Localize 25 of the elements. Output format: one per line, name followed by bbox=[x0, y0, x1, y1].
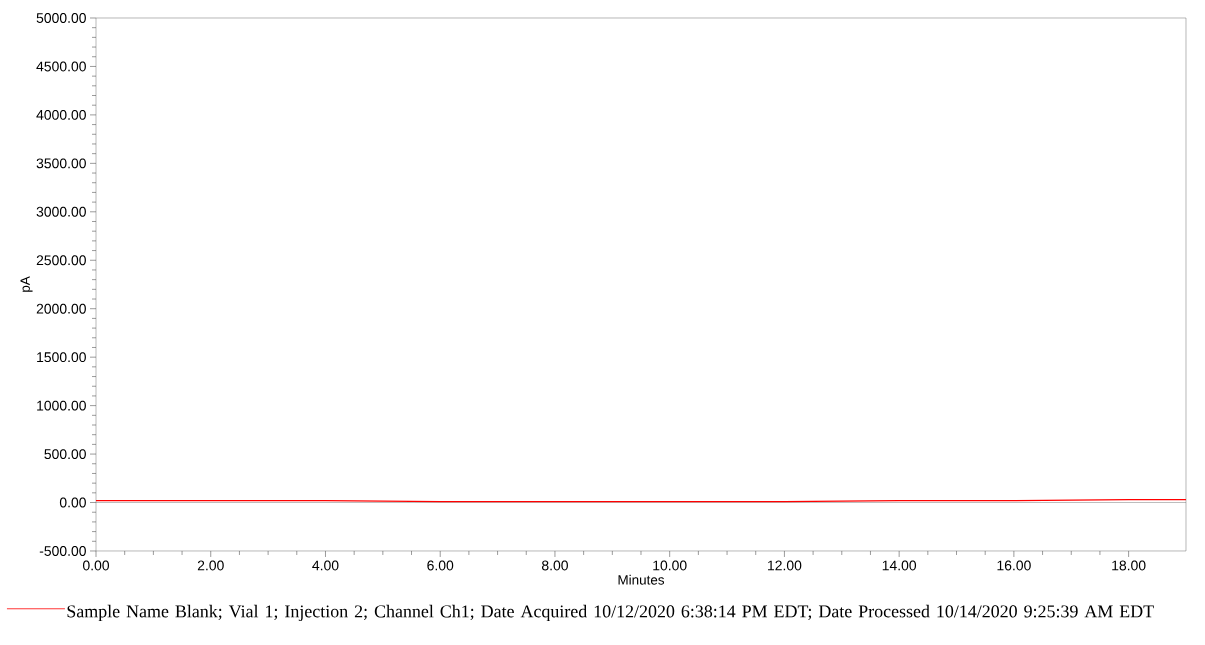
y-tick-label: 5000.00 bbox=[36, 13, 86, 23]
x-tick-label: 8.00 bbox=[541, 560, 568, 571]
x-axis-title: Minutes bbox=[618, 574, 665, 585]
x-tick-label: 16.00 bbox=[997, 560, 1031, 571]
y-tick-label: 3000.00 bbox=[36, 206, 86, 217]
y-tick-label: -500.00 bbox=[39, 546, 86, 556]
y-tick-label: 1500.00 bbox=[37, 352, 86, 363]
x-tick-label: 2.00 bbox=[197, 560, 224, 571]
x-tick-label: 10.00 bbox=[653, 560, 687, 571]
x-tick-label: 12.00 bbox=[768, 560, 802, 571]
y-tick-label: 500.00 bbox=[44, 449, 86, 460]
y-tick-label: 3500.00 bbox=[36, 158, 86, 169]
x-tick-label: 4.00 bbox=[312, 560, 339, 571]
y-tick-label: 2000.00 bbox=[36, 303, 86, 314]
legend-label: Sample Name Blank; Vial 1; Injection 2; Channel Ch1; Date Acquired 10/12/2020 6:38:14 PM EDT; Date Processed 10/14/2020 9:25:39 AM EDT bbox=[67, 604, 1154, 622]
y-tick-label: 2500.00 bbox=[36, 255, 86, 266]
x-tick-label: 6.00 bbox=[427, 560, 454, 571]
y-tick-label: 4000.00 bbox=[36, 109, 86, 120]
x-tick-label: 18.00 bbox=[1112, 560, 1146, 571]
x-tick-label: 0.00 bbox=[82, 560, 110, 571]
y-tick-label: 4500.00 bbox=[36, 61, 86, 72]
y-tick-label: 1000.00 bbox=[37, 400, 86, 411]
x-tick-label: 14.00 bbox=[882, 560, 917, 571]
y-tick-label: 0.00 bbox=[59, 497, 86, 508]
y-axis-title: pA bbox=[20, 276, 33, 292]
